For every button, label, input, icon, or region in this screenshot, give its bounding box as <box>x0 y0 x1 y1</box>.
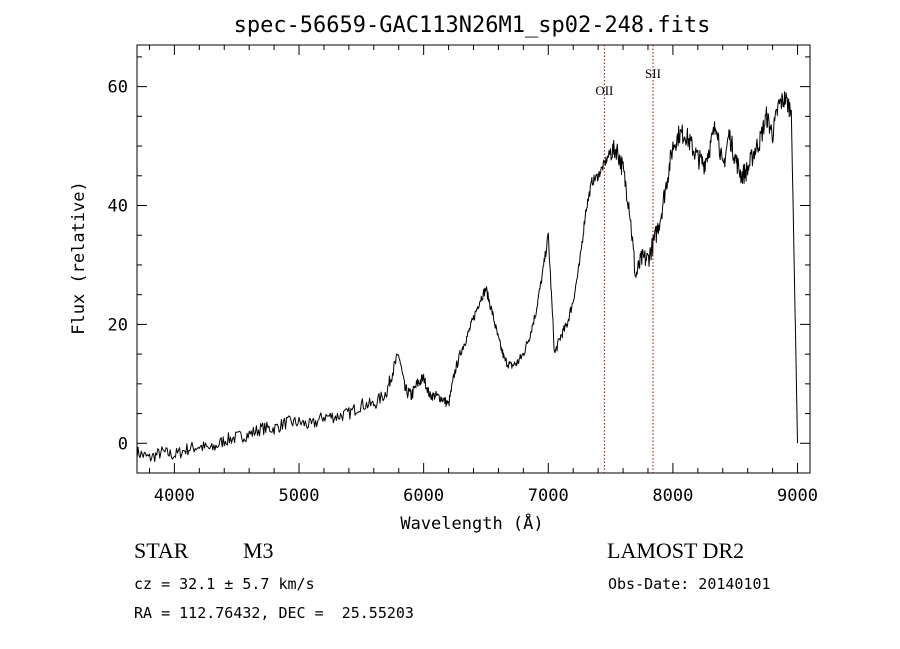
y-tick-label: 0 <box>118 434 128 454</box>
plot-frame <box>136 44 811 474</box>
chart-title: spec-56659-GAC113N26M1_sp02-248.fits <box>234 13 711 38</box>
survey-name: LAMOST DR2 <box>607 538 745 563</box>
object-subclass: M3 <box>243 538 274 563</box>
y-axis-label: Flux (relative) <box>69 181 89 335</box>
y-tick-label: 40 <box>108 197 128 217</box>
x-tick-label: 7000 <box>528 486 569 506</box>
emission-line-label: SII <box>645 66 661 81</box>
x-axis-label: Wavelength (Å) <box>400 512 543 534</box>
redshift-velocity: cz = 32.1 ± 5.7 km/s <box>134 575 315 593</box>
y-tick-label: 60 <box>108 78 128 98</box>
coordinates: RA = 112.76432, DEC = 25.55203 <box>134 604 414 622</box>
spectrum-line <box>136 91 798 462</box>
y-tick-label: 20 <box>108 315 128 335</box>
x-tick-label: 9000 <box>777 486 818 506</box>
object-class: STAR <box>134 538 189 563</box>
x-tick-label: 8000 <box>652 486 693 506</box>
x-tick-label: 5000 <box>279 486 320 506</box>
x-tick-label: 6000 <box>403 486 444 506</box>
observation-date: Obs-Date: 20140101 <box>608 575 771 593</box>
emission-line-label: OII <box>595 83 613 98</box>
x-tick-label: 4000 <box>154 486 195 506</box>
